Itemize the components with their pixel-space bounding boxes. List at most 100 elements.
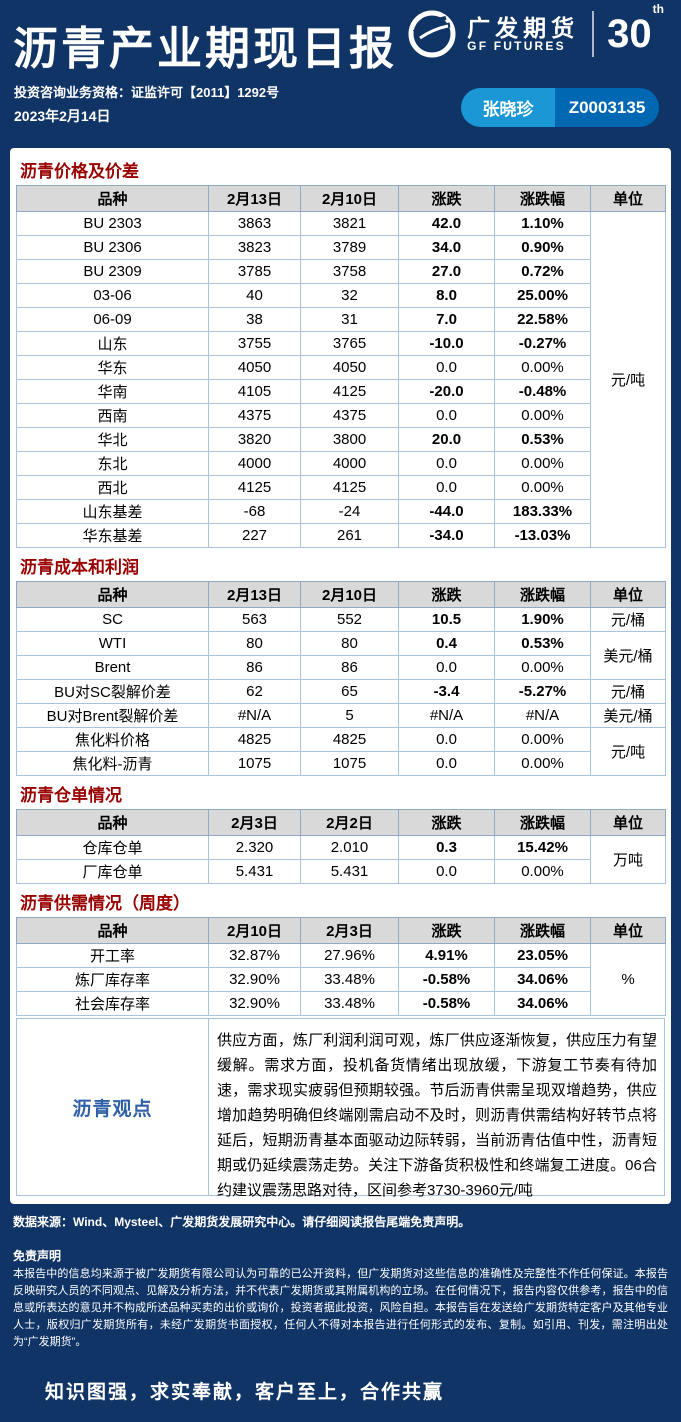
- cell-change-pct: 34.06%: [494, 991, 591, 1016]
- column-header: 2月10日: [208, 917, 301, 944]
- cell-value: 3785: [208, 259, 301, 284]
- cell-value: 62: [208, 679, 301, 704]
- report-date: 2023年2月14日: [14, 108, 111, 124]
- section-title: 沥青成本和利润: [20, 558, 139, 577]
- cell-value: 32.90%: [208, 967, 301, 992]
- table-row: BU 2303 3863 3821 42.0 1.10% 元/吨: [16, 211, 666, 548]
- cell-change: 0.0: [398, 403, 495, 428]
- page-title: 沥青产业期现日报: [13, 23, 398, 74]
- cell-value: 32.90%: [208, 991, 301, 1016]
- cell-change-pct: 0.72%: [494, 259, 591, 284]
- table-header-row: 品种 2月10日 2月3日 涨跌 涨跌幅 单位: [16, 917, 666, 944]
- column-header: 2月3日: [300, 917, 399, 944]
- data-source-line: 数据来源：Wind、Mysteel、广发期货发展研究中心。请仔细阅读报告尾端免责…: [13, 1215, 471, 1229]
- cell-unit: 元/吨: [590, 727, 666, 776]
- cell-unit: 元/桶: [590, 607, 666, 632]
- cell-value: 3820: [208, 427, 301, 452]
- cell-change-pct: -13.03%: [494, 523, 591, 548]
- cell-product: 华东基差: [16, 523, 209, 548]
- cell-change-pct: 0.90%: [494, 235, 591, 260]
- tables-container: 沥青价格及价差 品种 2月13日 2月10日 涨跌 涨跌幅 单位 BU 2303 3863 382…: [10, 152, 671, 1016]
- column-header: 单位: [590, 809, 666, 836]
- cell-value: 552: [300, 607, 399, 632]
- table-row: 仓库仓单 2.320 2.010 0.3 15.42% 万吨: [16, 835, 666, 884]
- column-header: 2月3日: [208, 809, 301, 836]
- viewpoint-text: 供应方面，炼厂利润利润可观，炼厂供应逐渐恢复，供应压力有望缓解。需求方面，投机备…: [217, 1032, 657, 1199]
- cell-change-pct: 15.42%: [494, 835, 591, 860]
- table-row: WTI 80 80 0.4 0.53% 美元/桶: [16, 631, 666, 680]
- data-table: 品种 2月10日 2月3日 涨跌 涨跌幅 单位 开工率 32.87% 27.96% 4.91% 23…: [16, 917, 666, 1016]
- cell-value: 4375: [208, 403, 301, 428]
- cell-value: 4825: [300, 727, 399, 752]
- cell-change: #N/A: [398, 703, 495, 728]
- cell-change: 34.0: [398, 235, 495, 260]
- cell-change: -44.0: [398, 499, 495, 524]
- column-header: 单位: [590, 185, 666, 212]
- cell-value: 4105: [208, 379, 301, 404]
- cell-product: 炼厂库存率: [16, 967, 209, 992]
- cell-change-pct: 0.00%: [494, 475, 591, 500]
- section-title: 沥青仓单情况: [20, 786, 122, 805]
- cell-product: SC: [16, 607, 209, 632]
- column-header: 涨跌幅: [494, 809, 591, 836]
- anniversary-30th-logo: 30th: [607, 1, 664, 56]
- brand-name-en: GF FUTURES: [467, 38, 566, 53]
- cell-value: 31: [300, 307, 399, 332]
- cell-product: BU 2306: [16, 235, 209, 260]
- cell-product: 03-06: [16, 283, 209, 308]
- cell-value: 1075: [208, 751, 301, 776]
- column-header: 涨跌: [398, 809, 495, 836]
- cell-value: 3863: [208, 211, 301, 236]
- cell-product: 华东: [16, 355, 209, 380]
- cell-change-pct: #N/A: [494, 703, 591, 728]
- column-header: 2月13日: [208, 581, 301, 608]
- column-header: 2月10日: [300, 581, 399, 608]
- cell-change: 20.0: [398, 427, 495, 452]
- viewpoint-label: 沥青观点: [17, 1019, 209, 1195]
- cell-value: 5.431: [300, 859, 399, 884]
- cell-value: 2.010: [300, 835, 399, 860]
- column-header: 品种: [16, 185, 209, 212]
- cell-change-pct: -0.27%: [494, 331, 591, 356]
- table-row: 06-09 38 31 7.0 22.58%: [16, 307, 666, 332]
- cell-product: 社会库存率: [16, 991, 209, 1016]
- table-row: 华南 4105 4125 -20.0 -0.48%: [16, 379, 666, 404]
- cell-change: 0.3: [398, 835, 495, 860]
- cell-change: 0.0: [398, 859, 495, 884]
- cell-change: 0.0: [398, 751, 495, 776]
- column-header: 品种: [16, 917, 209, 944]
- cell-product: 西南: [16, 403, 209, 428]
- cell-change: 0.0: [398, 475, 495, 500]
- column-header: 2月10日: [300, 185, 399, 212]
- cell-value: 3821: [300, 211, 399, 236]
- cell-value: 3800: [300, 427, 399, 452]
- column-header: 涨跌: [398, 185, 495, 212]
- cell-change-pct: 0.00%: [494, 403, 591, 428]
- column-header: 涨跌幅: [494, 581, 591, 608]
- cell-change-pct: 1.90%: [494, 607, 591, 632]
- cell-change: 4.91%: [398, 943, 495, 968]
- cell-change: -0.58%: [398, 967, 495, 992]
- cell-unit: 万吨: [590, 835, 666, 884]
- viewpoint-block: 沥青观点 供应方面，炼厂利润利润可观，炼厂供应逐渐恢复，供应压力有望缓解。需求方…: [16, 1018, 665, 1199]
- cell-change-pct: 1.10%: [494, 211, 591, 236]
- cell-change-pct: 22.58%: [494, 307, 591, 332]
- cell-value: 32.87%: [208, 943, 301, 968]
- cell-value: 86: [300, 655, 399, 680]
- cell-value: 4050: [300, 355, 399, 380]
- cell-product: BU 2303: [16, 211, 209, 236]
- column-header: 品种: [16, 809, 209, 836]
- report-section: 沥青供需情况（周度） 品种 2月10日 2月3日 涨跌 涨跌幅 单位 开工率 32.87% 27.…: [10, 884, 671, 1016]
- cell-product: 开工率: [16, 943, 209, 968]
- column-header: 涨跌: [398, 917, 495, 944]
- table-row: 山东基差 -68 -24 -44.0 183.33%: [16, 499, 666, 524]
- column-header: 品种: [16, 581, 209, 608]
- table-row: 开工率 32.87% 27.96% 4.91% 23.05%%: [16, 943, 666, 1016]
- cell-value: 4125: [208, 475, 301, 500]
- cell-value: 3789: [300, 235, 399, 260]
- cell-product: BU对SC裂解价差: [16, 679, 209, 704]
- cell-change-pct: 0.00%: [494, 355, 591, 380]
- cell-value: 65: [300, 679, 399, 704]
- column-header: 2月2日: [300, 809, 399, 836]
